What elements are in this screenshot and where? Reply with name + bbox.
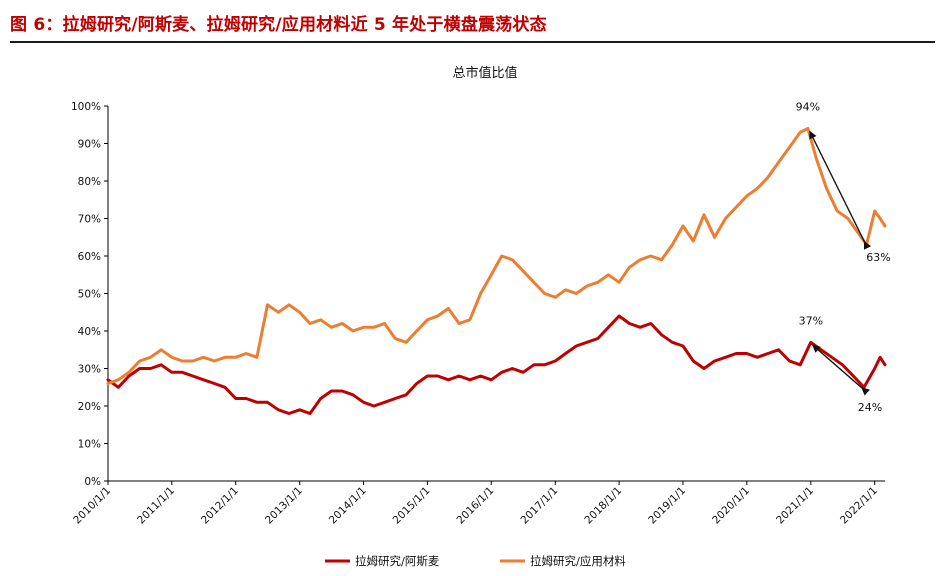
x-tick-label: 2015/1/1	[391, 485, 433, 527]
x-tick-label: 2012/1/1	[199, 485, 241, 527]
y-tick-label: 80%	[78, 176, 101, 188]
figure-header: 图 6：拉姆研究/阿斯麦、拉姆研究/应用材料近 5 年处于横盘震荡状态	[0, 0, 945, 44]
annotation-label: 94%	[796, 101, 820, 114]
annotation-arrow-2	[812, 344, 870, 396]
title-rule	[10, 41, 935, 43]
x-tick-label: 2017/1/1	[519, 485, 561, 527]
y-tick-label: 90%	[78, 139, 101, 151]
y-tick-label: 70%	[78, 214, 101, 226]
y-tick-label: 40%	[78, 326, 101, 338]
y-tick-label: 10%	[78, 439, 101, 451]
x-tick-label: 2010/1/1	[71, 485, 113, 527]
figure-title: 图 6：拉姆研究/阿斯麦、拉姆研究/应用材料近 5 年处于横盘震荡状态	[10, 15, 547, 35]
annotation-label: 63%	[866, 251, 890, 264]
annotation-label: 24%	[858, 401, 882, 414]
legend: 拉姆研究/阿斯麦 拉姆研究/应用材料	[325, 554, 626, 568]
annotation-label: 37%	[799, 314, 823, 327]
legend-label-1: 拉姆研究/阿斯麦	[355, 554, 440, 568]
plot-area: 0% 10% 20% 30% 40% 50% 60% 70% 80% 90% 100% 2010/1/…	[71, 101, 891, 527]
y-tick-label: 50%	[78, 289, 101, 301]
x-tick-label: 2019/1/1	[646, 485, 688, 527]
series-line-1	[106, 314, 887, 415]
x-tick-label: 2014/1/1	[327, 485, 369, 527]
y-tick-label: 0%	[84, 476, 101, 488]
x-tick-label: 2021/1/1	[774, 485, 816, 527]
x-tick-label: 2013/1/1	[263, 485, 305, 527]
annotation-arrow-1	[809, 130, 872, 250]
x-tick-label: 2016/1/1	[455, 485, 497, 527]
x-tick-label: 2022/1/1	[838, 485, 880, 527]
x-tick-label: 2020/1/1	[710, 485, 752, 527]
series-line-2	[106, 127, 887, 385]
x-tick-label: 2011/1/1	[135, 485, 177, 527]
y-tick-label: 20%	[78, 401, 101, 413]
y-tick-label: 60%	[78, 251, 101, 263]
y-tick-label: 30%	[78, 364, 101, 376]
y-tick-label: 100%	[71, 101, 101, 113]
legend-label-2: 拉姆研究/应用材料	[530, 554, 626, 568]
x-tick-label: 2018/1/1	[582, 485, 624, 527]
chart-title: 总市值比值	[452, 65, 517, 81]
